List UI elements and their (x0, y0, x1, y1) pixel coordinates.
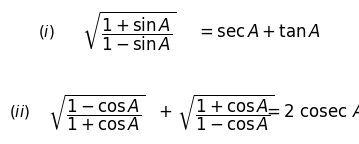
Text: $\sqrt{\dfrac{1+\cos A}{1-\cos A}}$: $\sqrt{\dfrac{1+\cos A}{1-\cos A}}$ (177, 92, 275, 133)
Text: $+$: $+$ (158, 103, 172, 121)
Text: $(i)$: $(i)$ (38, 23, 55, 41)
Text: $\sqrt{\dfrac{1-\cos A}{1+\cos A}}$: $\sqrt{\dfrac{1-\cos A}{1+\cos A}}$ (48, 92, 146, 133)
Text: $\sqrt{\dfrac{1+\sin A}{1-\sin A}}$: $\sqrt{\dfrac{1+\sin A}{1-\sin A}}$ (82, 10, 176, 53)
Text: $= \sec A + \tan A$: $= \sec A + \tan A$ (196, 23, 321, 41)
Text: $= 2\ \mathrm{cosec}\ A$: $= 2\ \mathrm{cosec}\ A$ (264, 103, 359, 121)
Text: $(ii)$: $(ii)$ (9, 103, 30, 121)
